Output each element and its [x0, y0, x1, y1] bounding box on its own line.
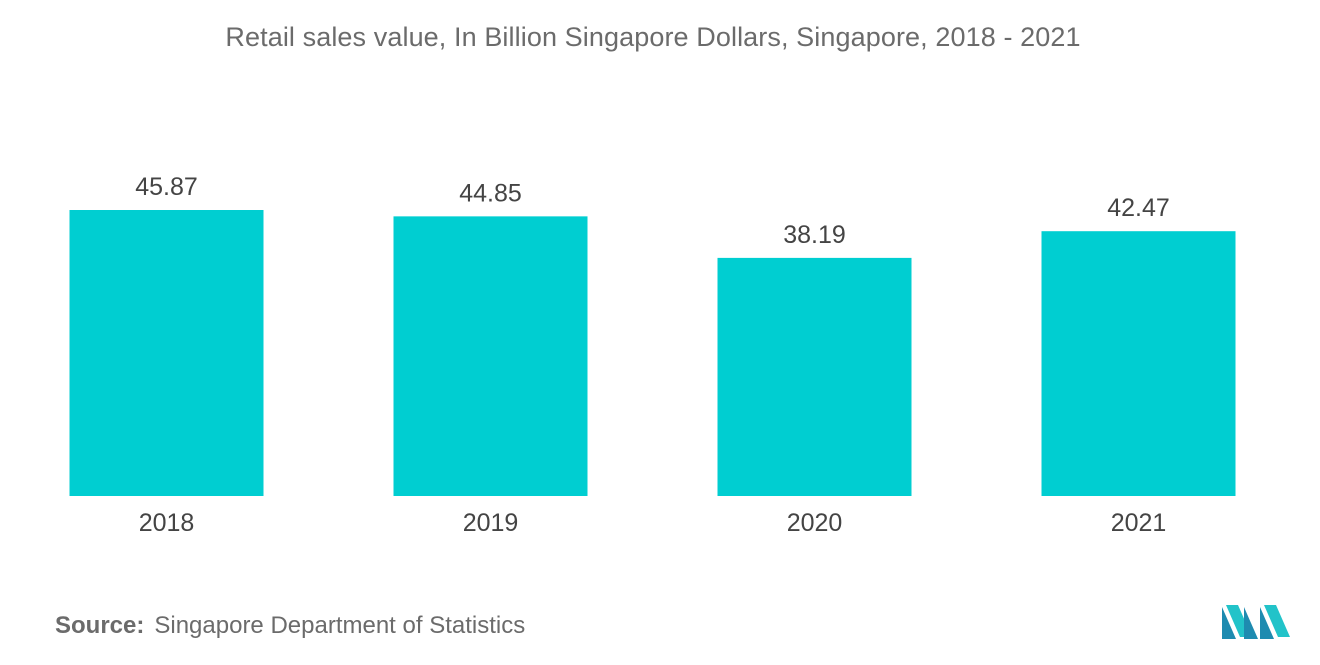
bar-chart: 45.87 2018 44.85 2019 38.19 2020 42.47 2021	[69, 173, 1236, 537]
chart-title: Retail sales value, In Billion Singapore…	[225, 22, 1081, 52]
x-tick-label-2021: 2021	[1111, 509, 1167, 537]
x-tick-label-2019: 2019	[463, 509, 519, 537]
value-label-2019: 44.85	[459, 179, 522, 207]
source-label: Source:	[55, 612, 145, 639]
bar-2018	[69, 210, 264, 496]
source-line: Source: Singapore Department of Statistic…	[55, 612, 525, 640]
mordor-intelligence-logo-icon	[1222, 605, 1290, 639]
value-label-2020: 38.19	[783, 221, 846, 249]
bar-2019	[393, 216, 588, 496]
bar-2020	[717, 257, 912, 496]
value-label-2021: 42.47	[1107, 194, 1170, 222]
source-text: Singapore Department of Statistics	[154, 612, 526, 639]
bar-2021	[1041, 231, 1236, 496]
value-label-2018: 45.87	[135, 173, 198, 201]
x-tick-label-2018: 2018	[139, 509, 195, 537]
x-tick-label-2020: 2020	[787, 509, 843, 537]
